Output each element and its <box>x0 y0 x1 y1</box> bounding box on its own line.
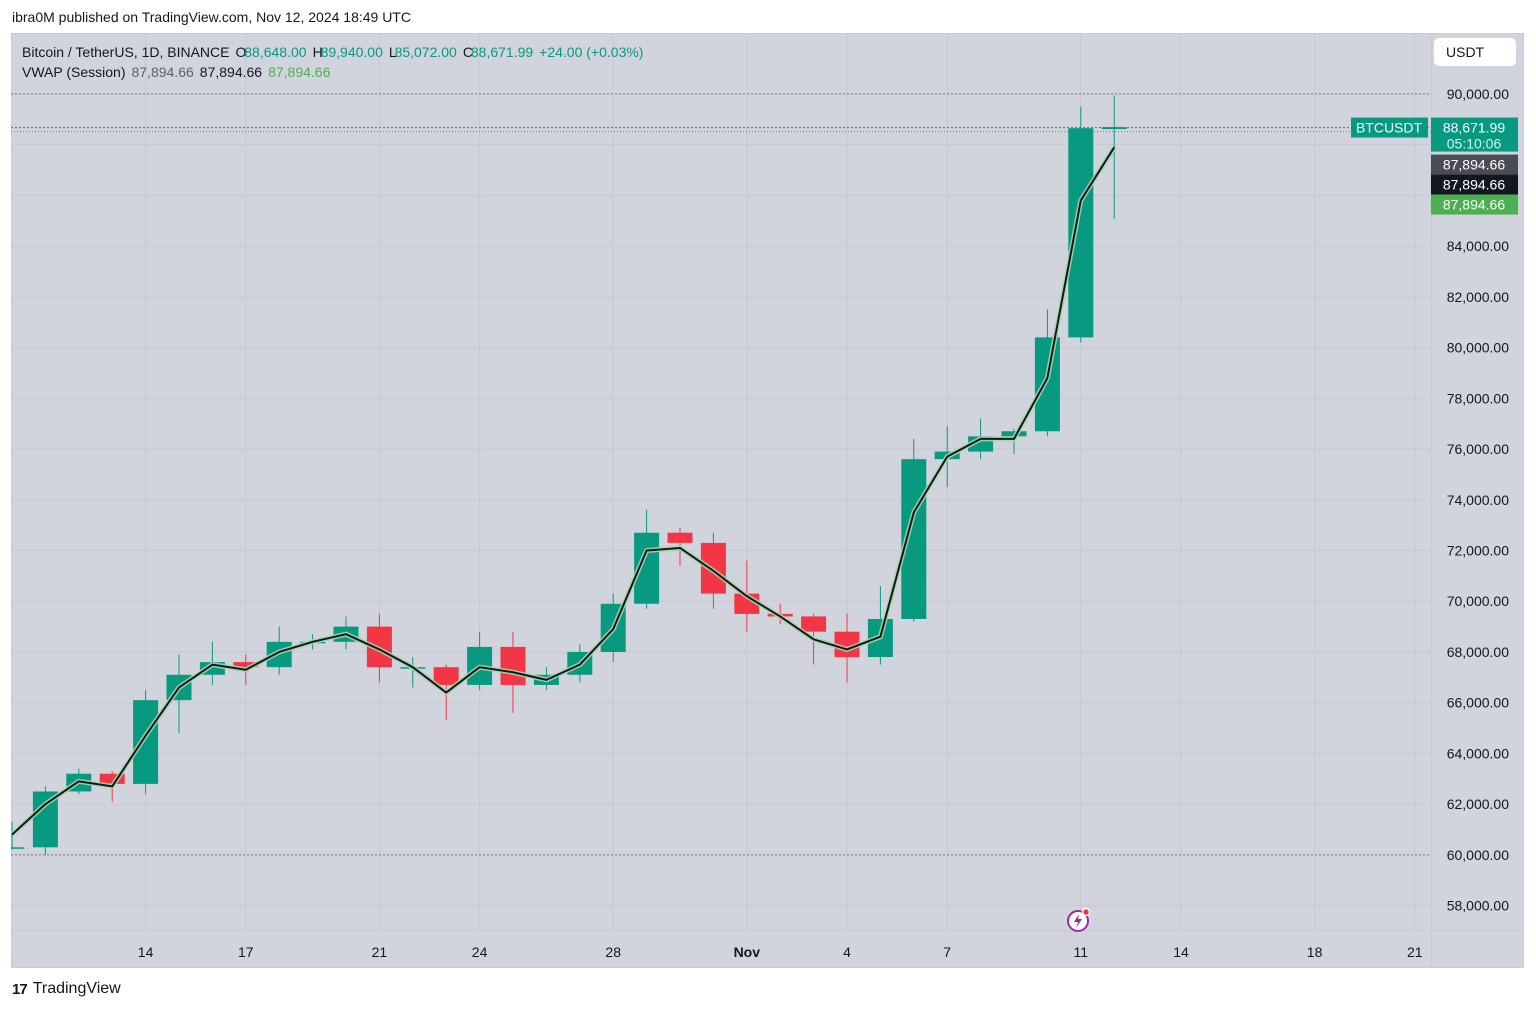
vwap-price-tag: 87,894.66 <box>1443 177 1505 193</box>
last-price-tag: 88,671.99 <box>1443 120 1505 136</box>
vwap-price-tag: 87,894.66 <box>1443 157 1505 173</box>
candle <box>634 509 660 609</box>
price-levels <box>11 93 1431 856</box>
candle <box>1034 309 1060 437</box>
vwap-price-tag-bg <box>1431 174 1518 195</box>
tradingview-logo[interactable]: 17 TradingView <box>12 980 121 998</box>
vwap-value-1: 87,894.66 <box>131 64 194 80</box>
candles <box>11 95 1127 855</box>
last-price-tag-bg <box>1431 117 1518 152</box>
vwap-line <box>11 145 1117 837</box>
price-axis: 58,000.00 60,000.00 62,000.00 64,000.00 66,0… <box>1447 86 1509 914</box>
candle-body <box>1101 127 1127 130</box>
currency-button[interactable]: USDT <box>1433 37 1517 67</box>
price-tick-label: 82,000.00 <box>1447 289 1509 305</box>
price-tick-label: 66,000.00 <box>1447 695 1509 711</box>
vwap-price-tag-bg <box>1431 194 1518 215</box>
time-tick-label: 21 <box>372 944 388 960</box>
chart-frame <box>11 33 1524 968</box>
chart-legend: Bitcoin / TetherUS, 1D, BINANCE O 88,648… <box>22 42 643 82</box>
vwap-indicator-name[interactable]: VWAP (Session) <box>22 64 126 80</box>
candle-body <box>1068 128 1094 338</box>
price-tick-label: 74,000.00 <box>1447 492 1509 508</box>
time-tick-label: 17 <box>238 944 254 960</box>
time-tick-label: 14 <box>138 944 154 960</box>
price-tick-label: 70,000.00 <box>1447 593 1509 609</box>
time-tick-label: 7 <box>943 944 951 960</box>
candle <box>133 690 159 795</box>
time-tick-label: 28 <box>605 944 621 960</box>
high-value: 89,940.00 <box>320 44 383 60</box>
publish-info: ibra0M published on TradingView.com, Nov… <box>12 9 411 25</box>
price-tick-label: 68,000.00 <box>1447 644 1509 660</box>
candle <box>11 821 25 850</box>
candle <box>500 631 526 713</box>
time-tick-label: 21 <box>1407 944 1423 960</box>
vwap-value-2: 87,894.66 <box>199 64 263 80</box>
vwap-line <box>11 146 1116 836</box>
vwap-value-3: 87,894.66 <box>268 64 331 80</box>
time-tick-label: 11 <box>1074 944 1089 960</box>
candle <box>1001 428 1027 455</box>
vwap-line-glow <box>11 145 1117 837</box>
price-tick-label: 76,000.00 <box>1447 441 1509 457</box>
candle-body <box>500 646 526 685</box>
symbol-title[interactable]: Bitcoin / TetherUS, 1D, BINANCE <box>22 44 230 60</box>
candle <box>1101 95 1127 219</box>
time-axis: 14 17 21 24 28 Nov 4 7 11 14 18 21 <box>138 944 1423 960</box>
close-value: 88,671.99 <box>470 44 534 60</box>
low-value: 85,072.00 <box>394 44 457 60</box>
time-tick-label: 4 <box>843 944 851 960</box>
candle-body <box>801 616 827 632</box>
lightning-icon[interactable] <box>1066 907 1092 933</box>
candle-body <box>133 700 159 784</box>
candlestick-chart[interactable]: 58,000.00 60,000.00 62,000.00 64,000.00 66,0… <box>11 33 1524 968</box>
tradingview-mark-icon: 17 <box>12 980 28 998</box>
candle <box>901 438 927 622</box>
price-tick-label: 58,000.00 <box>1447 898 1509 914</box>
candle-body <box>433 667 459 685</box>
price-tick-label: 64,000.00 <box>1447 745 1509 761</box>
candle-body <box>1034 337 1060 432</box>
price-tick-label: 80,000.00 <box>1447 340 1509 356</box>
price-change: +24.00 (+0.03%) <box>539 44 644 60</box>
candle <box>467 631 493 691</box>
time-tick-label: Nov <box>734 944 761 960</box>
price-tick-label: 84,000.00 <box>1447 238 1509 254</box>
vwap-price-tag-bg <box>1431 154 1518 175</box>
time-tick-label: 14 <box>1173 944 1189 960</box>
candle-body <box>11 847 25 849</box>
price-tick-label: 72,000.00 <box>1447 542 1509 558</box>
candle-body <box>99 773 125 784</box>
open-value: 88,648.00 <box>244 44 307 60</box>
candle-body <box>667 532 693 543</box>
price-tick-label: 90,000.00 <box>1447 86 1509 102</box>
vwap-price-tag: 87,894.66 <box>1443 197 1505 213</box>
time-tick-label: 18 <box>1307 944 1323 960</box>
brand-name: TradingView <box>32 980 121 997</box>
time-tick-label: 24 <box>472 944 488 960</box>
countdown-tag: 05:10:06 <box>1447 136 1502 152</box>
candle-body <box>233 662 259 668</box>
price-tick-label: 60,000.00 <box>1447 847 1509 863</box>
price-tick-label: 62,000.00 <box>1447 796 1509 812</box>
candle <box>1068 106 1094 343</box>
candle <box>166 654 192 734</box>
price-tick-label: 78,000.00 <box>1447 390 1509 406</box>
symbol-tag-bg <box>1351 117 1428 138</box>
symbol-tag: BTCUSDT <box>1356 120 1423 136</box>
grid <box>11 33 1524 968</box>
